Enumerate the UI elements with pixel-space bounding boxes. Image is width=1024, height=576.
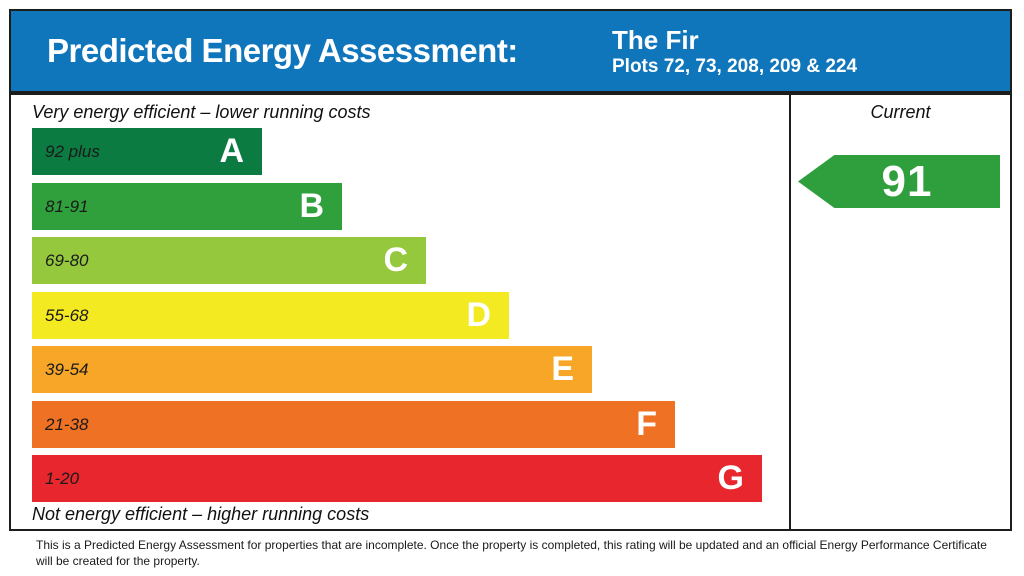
current-rating-value: 91 (881, 156, 933, 206)
efficient-caption: Very energy efficient – lower running co… (32, 102, 371, 122)
band-range-label: 21-38 (45, 414, 89, 434)
band-letter: E (551, 350, 574, 388)
column-divider (789, 95, 791, 529)
epc-band-row-C: 69-80 C (32, 237, 426, 284)
property-info: The Fir Plots 72, 73, 208, 209 & 224 (612, 25, 857, 79)
band-letter: A (219, 132, 244, 170)
band-range-label: 39-54 (45, 359, 89, 379)
epc-band-row-F: 21-38 F (32, 401, 675, 448)
current-column-header: Current (870, 102, 931, 122)
band-letter: D (466, 296, 491, 334)
epc-band-row-A: 92 plus A (32, 128, 262, 175)
current-rating-arrow: 91 (798, 155, 1000, 208)
band-letter: F (636, 405, 657, 443)
property-name: The Fir (612, 25, 699, 55)
band-range-label: 92 plus (45, 141, 100, 161)
band-range-label: 81-91 (45, 196, 89, 216)
epc-band-row-G: 1-20 G (32, 455, 762, 502)
band-range-label: 55-68 (45, 305, 89, 325)
band-letter: G (717, 459, 744, 497)
band-range-label: 1-20 (45, 468, 80, 488)
band-letter: C (383, 241, 408, 279)
epc-band-row-B: 81-91 B (32, 183, 342, 230)
band-range-label: 69-80 (45, 250, 89, 270)
epc-chart-panel: Very energy efficient – lower running co… (9, 93, 1012, 531)
epc-band-row-D: 55-68 D (32, 292, 509, 339)
inefficient-caption: Not energy efficient – higher running co… (32, 504, 370, 524)
property-plots: Plots 72, 73, 208, 209 & 224 (612, 56, 858, 77)
band-letter: B (299, 187, 324, 225)
page-title: Predicted Energy Assessment: (47, 32, 518, 69)
epc-band-row-E: 39-54 E (32, 346, 592, 393)
disclaimer-text: This is a Predicted Energy Assessment fo… (36, 538, 987, 568)
title-banner: Predicted Energy Assessment: The Fir Plo… (9, 9, 1012, 93)
